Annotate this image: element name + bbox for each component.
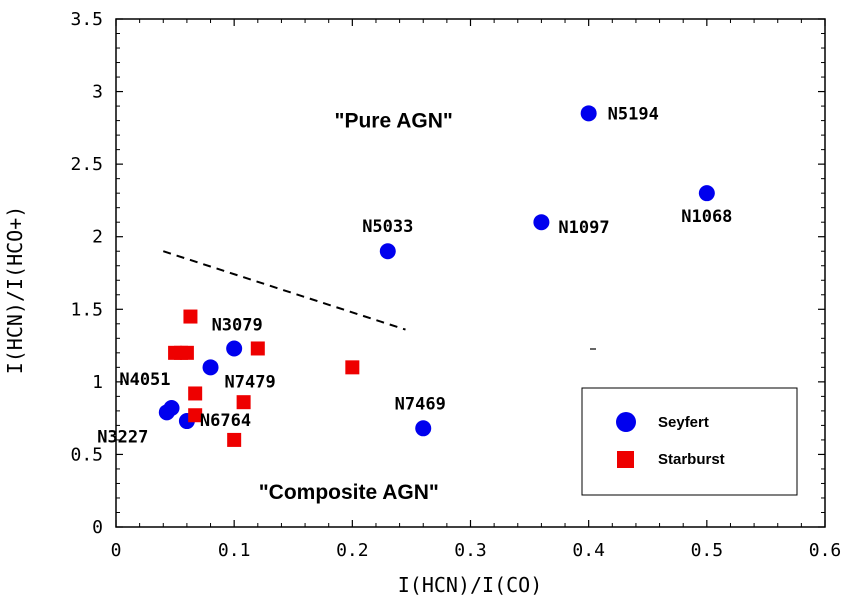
point-label: N4051 (119, 370, 170, 390)
y-tick-label: 2 (92, 227, 103, 248)
dividing-dashed-line (162, 250, 406, 331)
x-tick-label: 0.6 (809, 540, 842, 561)
data-points (158, 105, 715, 447)
y-tick-label: 0.5 (70, 444, 103, 465)
legend-seyfert-marker (616, 412, 636, 432)
y-tick-label: 1 (92, 372, 103, 393)
seyfert-point (580, 105, 597, 122)
starburst-point (250, 341, 265, 356)
x-tick-label: 0.4 (572, 540, 605, 561)
x-tick-label: 0.2 (336, 540, 369, 561)
y-tick-label: 1.5 (70, 299, 103, 320)
point-label: N5194 (608, 104, 659, 124)
point-label: N3227 (97, 427, 148, 447)
y-tick-label: 3.5 (70, 9, 103, 30)
legend-starburst-marker (617, 451, 634, 468)
starburst-point (345, 360, 360, 375)
point-label: N7469 (395, 394, 446, 414)
x-axis-title: I(HCN)/I(CO) (398, 573, 543, 597)
x-tick-label: 0.5 (691, 540, 724, 561)
annotations: "Pure AGN" "Composite AGN" (162, 110, 453, 504)
starburst-point (236, 395, 251, 410)
y-axis-title: I(HCN)/I(HCO+) (3, 206, 27, 375)
pure-agn-label: "Pure AGN" (335, 110, 453, 133)
point-label: N7479 (225, 372, 276, 392)
y-axis-ticks: 0 0.5 1 1.5 2 2.5 3 3.5 (70, 9, 825, 538)
seyfert-point (533, 214, 550, 231)
legend-label: Seyfert (658, 414, 709, 431)
legend-box (581, 387, 798, 496)
point-label: N1068 (681, 207, 732, 227)
starburst-point (188, 386, 203, 401)
seyfert-point (226, 340, 243, 357)
legend: Seyfert Starburst (581, 387, 798, 496)
seyfert-point (202, 359, 219, 376)
composite-agn-label: "Composite AGN" (259, 481, 439, 504)
x-tick-label: 0.1 (218, 540, 251, 561)
y-tick-label: 2.5 (70, 154, 103, 175)
starburst-point (227, 432, 242, 447)
x-tick-label: 0 (111, 540, 122, 561)
y-tick-label: 0 (92, 517, 103, 538)
point-label: N3079 (212, 315, 263, 335)
point-label: N5033 (362, 217, 413, 237)
x-axis-ticks: 0 0.1 0.2 0.3 0.4 0.5 0.6 (111, 19, 842, 561)
starburst-point (188, 408, 203, 423)
legend-label: Starburst (658, 451, 725, 468)
seyfert-point (415, 420, 432, 437)
seyfert-point (379, 243, 396, 260)
point-label: N1097 (558, 218, 609, 238)
starburst-point (179, 345, 194, 360)
seyfert-point (158, 404, 175, 421)
starburst-point (183, 309, 198, 324)
point-label: N6764 (200, 411, 251, 431)
point-labels: N5194 N1068 N1097 N5033 N3079 N7479 N7469 N4051… (97, 104, 732, 447)
x-tick-label: 0.3 (454, 540, 487, 561)
y-tick-label: 3 (92, 82, 103, 103)
seyfert-point (698, 185, 715, 202)
